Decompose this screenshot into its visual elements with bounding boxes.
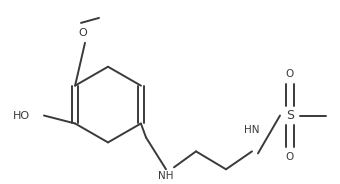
Text: O: O: [286, 69, 294, 79]
Text: HN: HN: [244, 125, 260, 135]
Text: HO: HO: [13, 111, 30, 121]
Text: O: O: [286, 152, 294, 162]
Text: O: O: [79, 28, 87, 38]
Text: NH: NH: [158, 171, 174, 181]
Text: S: S: [286, 109, 294, 122]
